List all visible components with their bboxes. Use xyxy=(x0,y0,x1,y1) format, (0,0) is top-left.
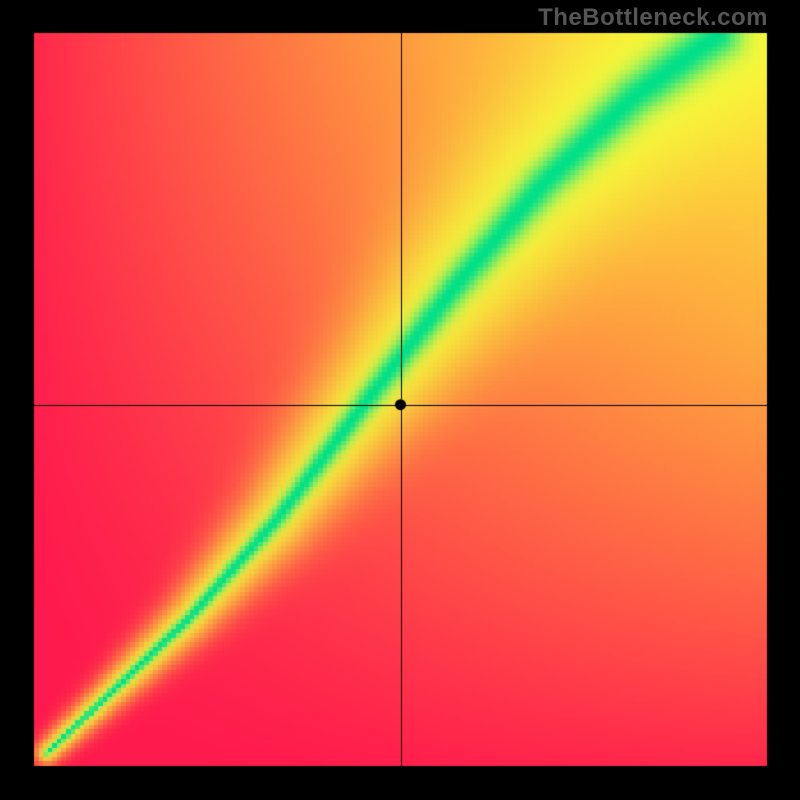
bottleneck-heatmap xyxy=(0,0,800,800)
watermark-text: TheBottleneck.com xyxy=(538,4,768,32)
